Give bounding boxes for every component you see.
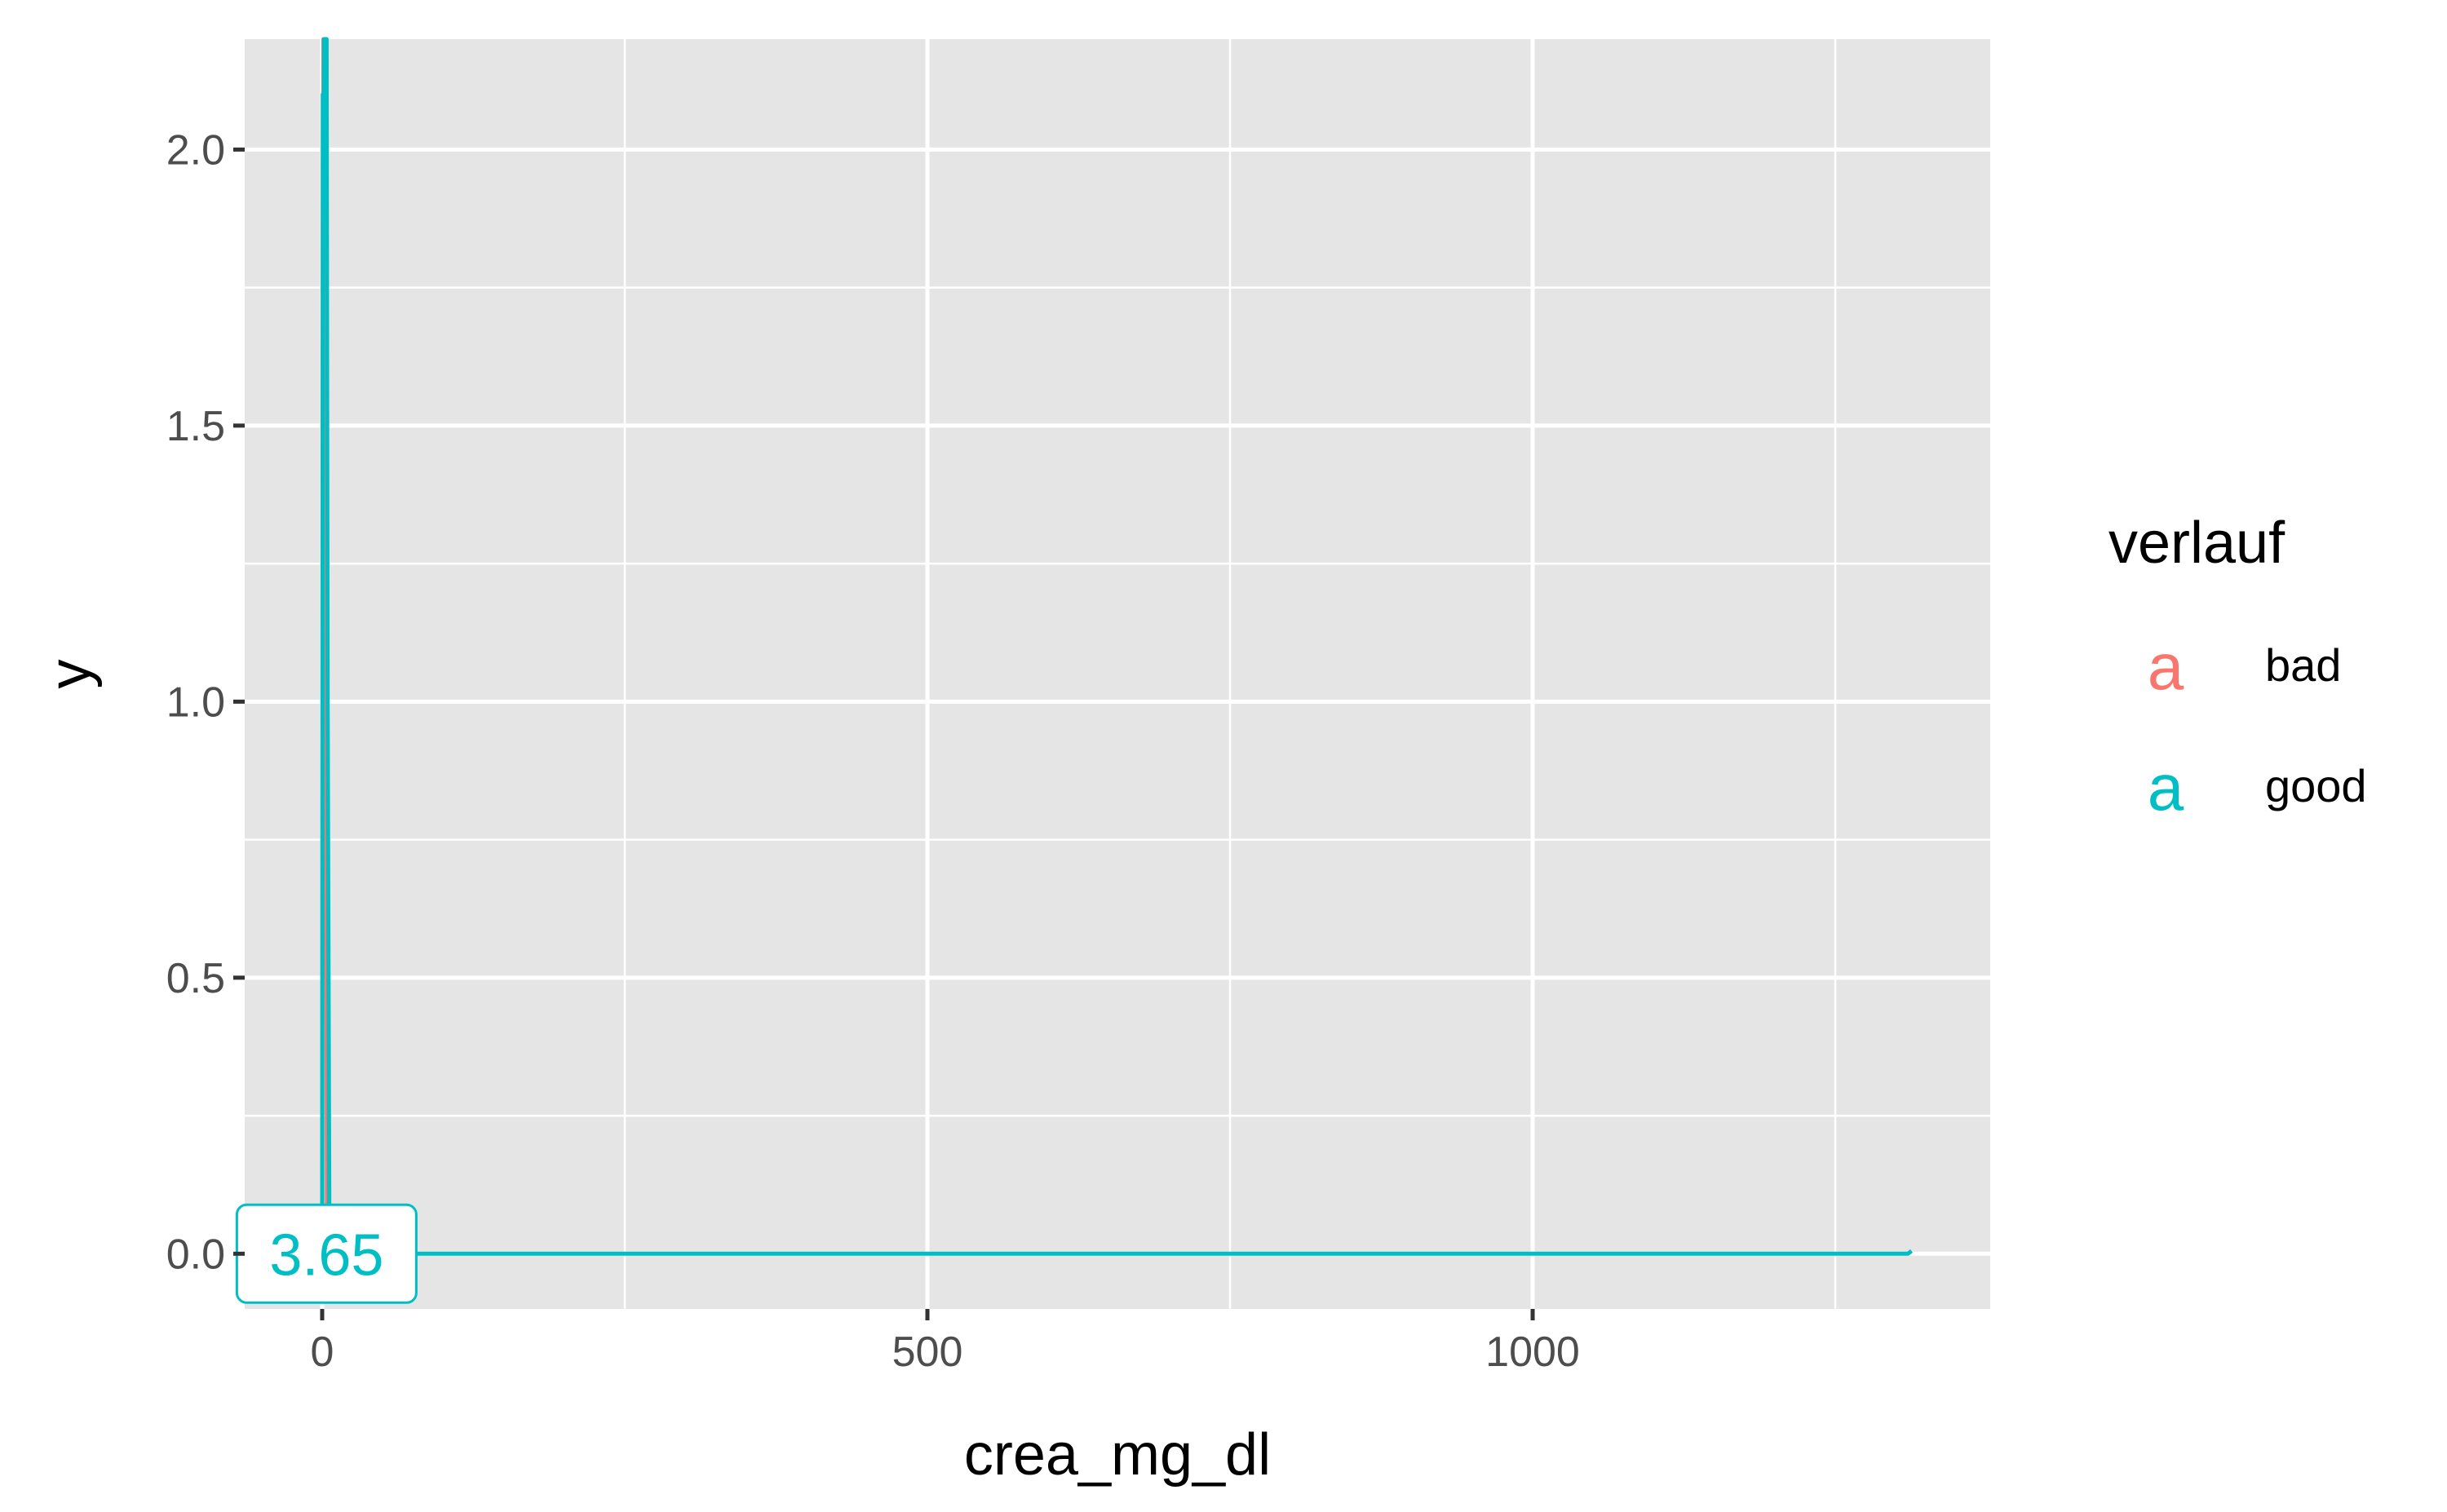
x-tick-label: 500	[892, 1329, 963, 1376]
y-tick-label: 0.5	[166, 955, 225, 1002]
y-axis: 0.0 0.5 1.0 1.5 2.0	[166, 126, 245, 1278]
annotation-label: 3.65	[269, 1222, 383, 1288]
x-axis-title: crea_mg_dl	[964, 1422, 1271, 1488]
legend-items: a bad a good	[2148, 630, 2367, 824]
legend-key-good: a	[2148, 751, 2184, 824]
panel-background	[245, 39, 1990, 1309]
legend: verlauf a bad a good	[2108, 511, 2367, 824]
legend-label-bad: bad	[2265, 639, 2341, 691]
y-tick-label: 0.0	[166, 1231, 225, 1278]
y-tick-label: 2.0	[166, 126, 225, 174]
annotation-layer: 3.65	[235, 1203, 418, 1304]
series-line-good	[320, 37, 1914, 1256]
y-axis-title: y	[38, 660, 103, 689]
y-tick-label: 1.0	[166, 679, 225, 726]
x-axis: 0 500 1000	[311, 1309, 1580, 1376]
grid-minor-lines	[245, 39, 1990, 1309]
y-tick-label: 1.5	[166, 403, 225, 450]
legend-key-bad: a	[2148, 630, 2184, 703]
x-tick-label: 0	[311, 1329, 334, 1376]
x-tick-label: 1000	[1485, 1329, 1580, 1376]
plot-panel: 3.65	[235, 37, 1990, 1309]
legend-label-good: good	[2265, 760, 2367, 811]
legend-title: verlauf	[2108, 511, 2285, 576]
